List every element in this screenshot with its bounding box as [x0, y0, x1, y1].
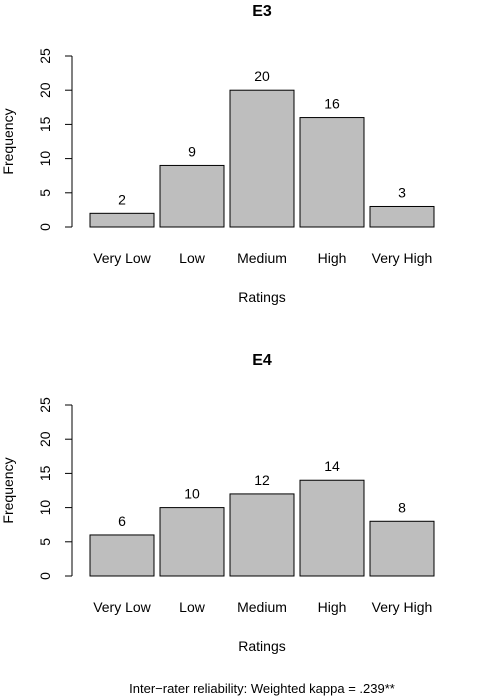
data-label-e3-3: 16 [324, 96, 340, 112]
data-label-e3-4: 3 [398, 184, 406, 200]
x-tick-label-e3-1: Low [179, 250, 206, 266]
chart-panel-e4: E4 6 Very Low 10 Low 12 Medium 14 High 8 Very High… [0, 352, 435, 654]
data-label-e4-0: 6 [118, 513, 126, 529]
x-tick-label-e4-4: Very High [372, 599, 433, 615]
x-tick-label-e3-4: Very High [372, 250, 433, 266]
y-tick-label-e3-5: 25 [37, 48, 53, 64]
chart-title-e4: E4 [252, 352, 272, 369]
bar-e3-1 [159, 164, 225, 228]
y-axis-label-e4: Frequency [0, 457, 16, 523]
chart-panel-e3: E3 2 Very Low 9 Low 20 Medium 16 High 3 Very High 0… [0, 3, 435, 305]
x-axis-label-e4: Ratings [238, 638, 285, 654]
y-tick-label-e3-0: 0 [37, 223, 53, 231]
data-label-e3-0: 2 [118, 191, 126, 207]
bar-e3-0 [89, 212, 155, 228]
bar-e3-3 [299, 117, 365, 228]
y-tick-label-e3-1: 5 [37, 189, 53, 197]
bar-e4-0 [89, 534, 155, 577]
x-tick-label-e3-3: High [318, 250, 347, 266]
bar-e4-4 [369, 520, 435, 577]
data-label-e3-2: 20 [254, 68, 270, 84]
bar-e4-1 [159, 507, 225, 577]
data-label-e4-1: 10 [184, 486, 200, 502]
y-tick-label-e3-3: 15 [37, 116, 53, 132]
y-tick-label-e4-2: 10 [37, 500, 53, 516]
y-axis-label-e3: Frequency [0, 108, 16, 174]
data-label-e4-2: 12 [254, 472, 270, 488]
y-tick-label-e4-3: 15 [37, 465, 53, 481]
bar-e3-2 [229, 89, 295, 228]
y-tick-label-e4-1: 5 [37, 538, 53, 546]
data-label-e3-1: 9 [188, 143, 196, 159]
y-tick-label-e4-5: 25 [37, 397, 53, 413]
data-label-e4-4: 8 [398, 499, 406, 515]
x-tick-label-e3-0: Very Low [93, 250, 151, 266]
y-tick-label-e4-0: 0 [37, 572, 53, 580]
y-tick-label-e3-2: 10 [37, 151, 53, 167]
bar-e3-4 [369, 205, 435, 228]
x-tick-label-e4-3: High [318, 599, 347, 615]
x-tick-label-e4-1: Low [179, 599, 206, 615]
x-axis-label-e3: Ratings [238, 289, 285, 305]
data-label-e4-3: 14 [324, 458, 340, 474]
y-tick-label-e4-4: 20 [37, 431, 53, 447]
bar-e4-2 [229, 493, 295, 577]
y-tick-label-e3-4: 20 [37, 82, 53, 98]
x-tick-label-e4-2: Medium [237, 599, 287, 615]
x-tick-label-e3-2: Medium [237, 250, 287, 266]
chart-title-e3: E3 [252, 3, 272, 20]
x-tick-label-e4-0: Very Low [93, 599, 151, 615]
bar-e4-3 [299, 479, 365, 577]
reliability-footnote: Inter−rater reliability: Weighted kappa … [129, 681, 395, 696]
